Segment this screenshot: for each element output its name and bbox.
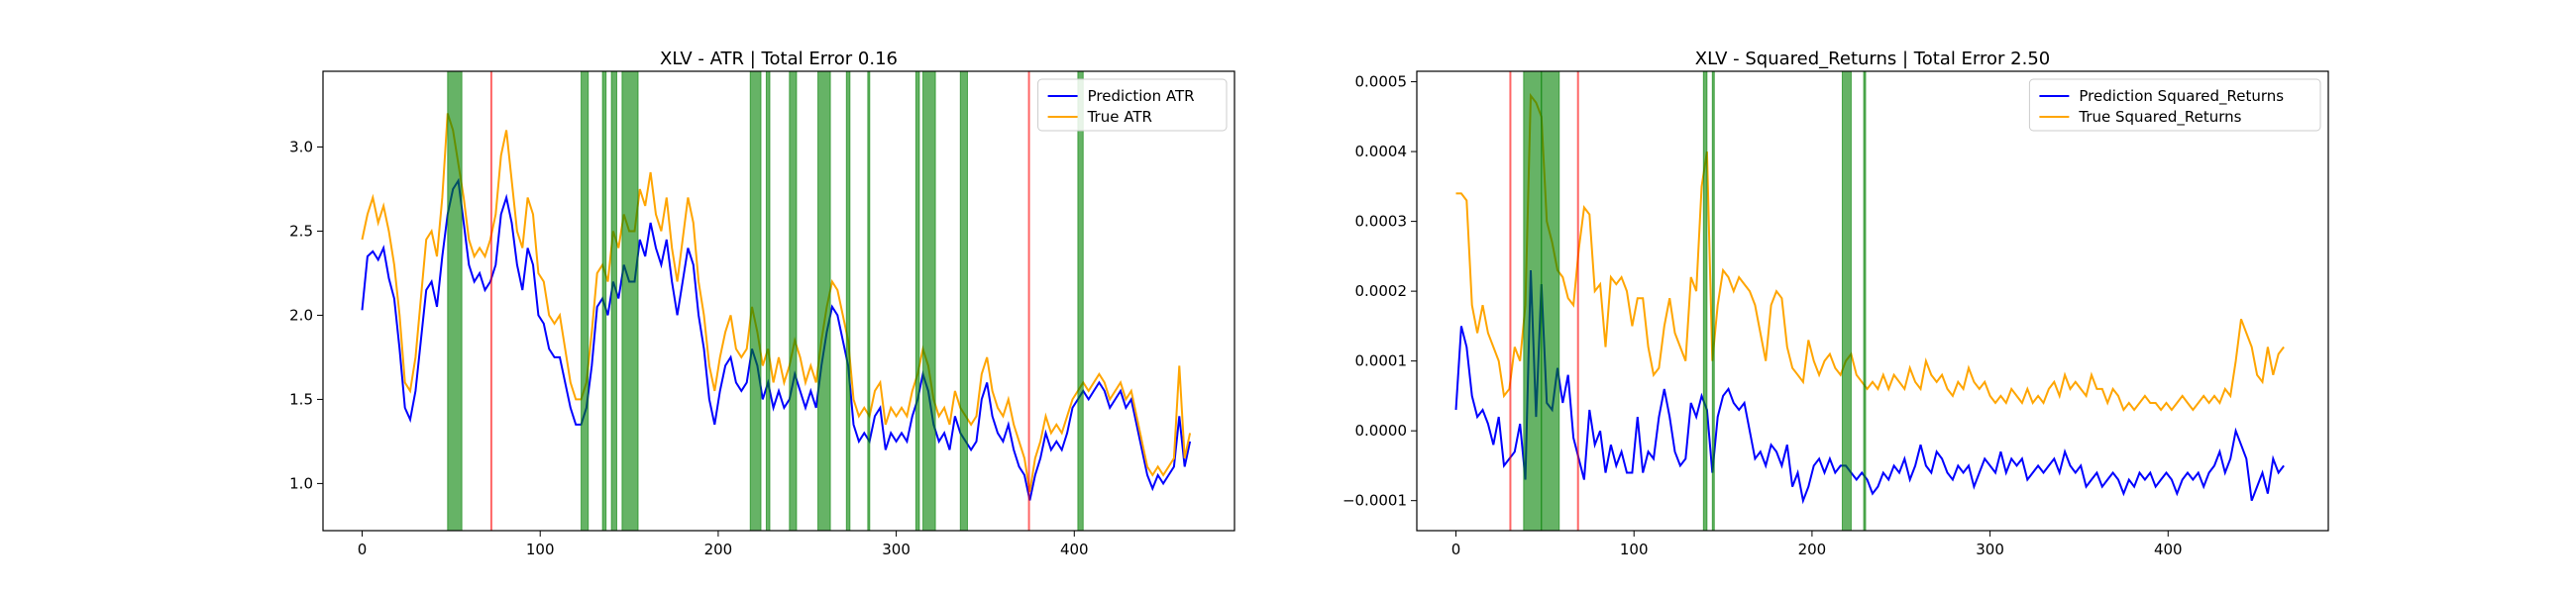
chart-title: XLV - ATR | Total Error 0.16: [660, 49, 898, 69]
highlight-band-green: [610, 71, 617, 531]
highlight-band-green: [789, 71, 798, 531]
highlight-band-green: [1077, 71, 1084, 531]
y-tick-label: 2.5: [289, 222, 313, 240]
y-tick-label: 0.0003: [1355, 213, 1408, 231]
y-tick-label: 0.0004: [1355, 143, 1408, 160]
x-tick-label: 200: [1798, 541, 1827, 558]
y-tick-label: 1.0: [289, 474, 313, 492]
highlight-band-green: [581, 71, 590, 531]
y-tick-label: 0.0002: [1355, 282, 1408, 300]
highlight-band-red: [1576, 71, 1579, 531]
highlight-band-green: [914, 71, 920, 531]
highlight-band-green: [749, 71, 762, 531]
y-tick-label: 0.0000: [1355, 422, 1408, 440]
plot-area: [361, 71, 1192, 531]
chart-title: XLV - Squared_Returns | Total Error 2.50: [1695, 49, 2050, 69]
highlight-band-green: [1523, 71, 1543, 531]
x-tick-label: 0: [358, 541, 368, 558]
highlight-band-green: [601, 71, 607, 531]
y-tick-label: 0.0005: [1355, 73, 1408, 91]
y-tick-label: 3.0: [289, 138, 313, 155]
axes-frame: [322, 70, 1235, 532]
highlight-band-green: [959, 71, 968, 531]
x-tick-label: 100: [1620, 541, 1649, 558]
highlight-band-green: [867, 71, 871, 531]
y-tick-label: 0.0001: [1355, 352, 1408, 370]
highlight-band-green: [621, 71, 639, 531]
legend: Prediction Squared_Returns True Squared_R…: [2028, 78, 2321, 132]
highlight-band-green: [447, 71, 463, 531]
y-tick-label: 2.0: [289, 306, 313, 324]
highlight-band-green: [1702, 71, 1708, 531]
highlight-band-green: [1711, 71, 1715, 531]
x-tick-label: 300: [882, 541, 911, 558]
y-tick-label: −0.0001: [1342, 492, 1407, 510]
squared-returns-chart-panel: XLV - Squared_Returns | Total Error 2.50…: [1342, 49, 2329, 558]
highlight-band-green: [845, 71, 851, 531]
highlight-band-red: [1509, 71, 1512, 531]
legend-label: Prediction Squared_Returns: [2079, 87, 2284, 106]
legend-box: [2028, 78, 2321, 132]
x-tick-label: 400: [2154, 541, 2183, 558]
legend-label: Prediction ATR: [1088, 87, 1195, 105]
legend-label: True Squared_Returns: [2078, 108, 2241, 127]
highlight-band-green: [765, 71, 771, 531]
legend-box: [1037, 78, 1228, 132]
series-line: [1454, 269, 2285, 505]
highlight-band-green: [1841, 71, 1852, 531]
series-line: [361, 177, 1192, 501]
legend-label: True ATR: [1087, 108, 1152, 126]
x-tick-label: 200: [704, 541, 733, 558]
y-tick-label: 1.5: [289, 390, 313, 408]
highlight-band-green: [1863, 71, 1867, 531]
highlight-band-red: [1027, 71, 1030, 531]
legend: Prediction ATR True ATR: [1037, 78, 1228, 132]
x-tick-label: 0: [1451, 541, 1461, 558]
plot-area: [1454, 71, 2285, 531]
atr-chart-panel: XLV - ATR | Total Error 0.16 0 100 200 300 4…: [289, 49, 1235, 558]
axes-frame: [1416, 70, 2329, 532]
x-tick-label: 100: [526, 541, 555, 558]
highlight-band-green: [922, 71, 936, 531]
highlight-band-green: [817, 71, 831, 531]
series-line: [361, 113, 1192, 493]
x-tick-label: 300: [1976, 541, 2004, 558]
x-tick-label: 400: [1060, 541, 1089, 558]
series-line: [1455, 92, 2285, 413]
highlight-band-red: [489, 71, 492, 531]
highlight-band-green: [1541, 71, 1560, 531]
